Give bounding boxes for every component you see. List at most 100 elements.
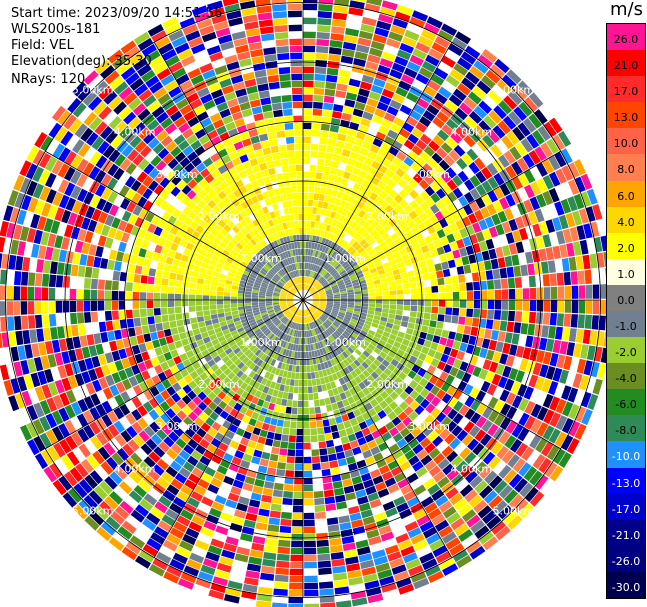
velocity-gate [452, 230, 462, 241]
velocity-gate [295, 442, 303, 450]
velocity-gate [202, 305, 210, 311]
velocity-gate [592, 300, 600, 315]
velocity-gate [357, 227, 366, 236]
velocity-gate [14, 316, 22, 331]
velocity-gate [252, 485, 264, 495]
velocity-gate [326, 301, 334, 304]
velocity-gate [318, 574, 333, 582]
velocity-gate [310, 428, 318, 436]
velocity-gate [336, 328, 343, 335]
velocity-gate [380, 277, 388, 283]
velocity-gate [395, 256, 404, 264]
velocity-gate [440, 353, 449, 363]
velocity-gate [338, 326, 345, 333]
velocity-gate [312, 115, 322, 123]
velocity-gate [258, 579, 274, 588]
velocity-gate [463, 325, 472, 335]
velocity-gate [264, 545, 278, 553]
velocity-gate [498, 234, 508, 246]
velocity-gate [482, 451, 496, 465]
velocity-gate [266, 160, 275, 169]
velocity-gate [104, 290, 112, 300]
velocity-gate [158, 254, 167, 263]
velocity-gate [445, 284, 453, 292]
velocity-gate [498, 464, 512, 479]
velocity-gate [305, 255, 308, 263]
velocity-gate [312, 264, 317, 271]
velocity-gate [461, 372, 472, 383]
velocity-gate [369, 47, 383, 58]
velocity-gate [357, 345, 365, 353]
velocity-gate [378, 363, 387, 372]
velocity-gate [309, 287, 315, 293]
velocity-gate [405, 328, 414, 335]
velocity-gate [230, 303, 238, 308]
velocity-gate [501, 221, 512, 234]
velocity-gate [304, 262, 307, 270]
velocity-gate [347, 14, 362, 23]
velocity-gate [406, 92, 419, 103]
velocity-gate [304, 575, 318, 583]
velocity-gate [512, 409, 524, 423]
velocity-gate [416, 312, 424, 319]
velocity-gate [430, 181, 441, 192]
velocity-gate [399, 391, 409, 401]
velocity-gate [459, 227, 469, 239]
velocity-gate [530, 181, 542, 196]
velocity-gate [487, 176, 499, 190]
velocity-gate [363, 67, 377, 78]
velocity-gate [369, 267, 377, 274]
velocity-gate [107, 330, 116, 342]
velocity-gate [345, 135, 355, 144]
velocity-gate [6, 301, 14, 316]
velocity-gate [583, 223, 593, 239]
velocity-gate [548, 188, 560, 203]
velocity-gate [359, 315, 367, 320]
velocity-gate [325, 503, 337, 512]
velocity-gate [387, 350, 396, 359]
velocity-gate [361, 326, 370, 333]
velocity-gate [195, 305, 203, 312]
velocity-gate [133, 274, 141, 283]
velocity-gate [485, 349, 495, 361]
velocity-gate [13, 301, 21, 316]
velocity-gate [387, 241, 396, 250]
velocity-gate [549, 353, 559, 367]
velocity-gate [308, 286, 313, 292]
velocity-gate [338, 214, 346, 223]
velocity-gate [484, 216, 495, 228]
velocity-gate [589, 330, 598, 346]
velocity-gate [505, 194, 516, 207]
velocity-gate [529, 434, 542, 449]
velocity-gate [316, 420, 324, 428]
velocity-gate [305, 351, 310, 359]
velocity-gate [145, 250, 154, 260]
velocity-gate [355, 131, 366, 141]
velocity-gate [397, 261, 405, 269]
velocity-gate [289, 379, 295, 386]
velocity-gate [408, 355, 418, 364]
velocity-gate [415, 318, 423, 325]
velocity-gate [521, 276, 529, 288]
velocity-gate [586, 238, 596, 254]
velocity-gate [360, 118, 371, 127]
velocity-gate [69, 276, 78, 289]
velocity-gate [333, 273, 341, 280]
velocity-gate [560, 434, 574, 451]
velocity-gate [104, 300, 112, 311]
velocity-gate [481, 419, 493, 433]
velocity-gate [332, 322, 339, 328]
velocity-gate [319, 398, 326, 406]
velocity-gate [303, 498, 314, 506]
velocity-gate [325, 152, 334, 160]
velocity-gate [505, 165, 517, 179]
velocity-gate [380, 141, 392, 152]
velocity-gate [331, 323, 338, 330]
velocity-gate [324, 433, 333, 441]
velocity-gate [374, 260, 382, 268]
velocity-gate [111, 280, 119, 291]
velocity-gate [532, 454, 546, 470]
velocity-gate [104, 280, 112, 290]
velocity-gate [327, 240, 333, 248]
velocity-gate [320, 230, 326, 238]
